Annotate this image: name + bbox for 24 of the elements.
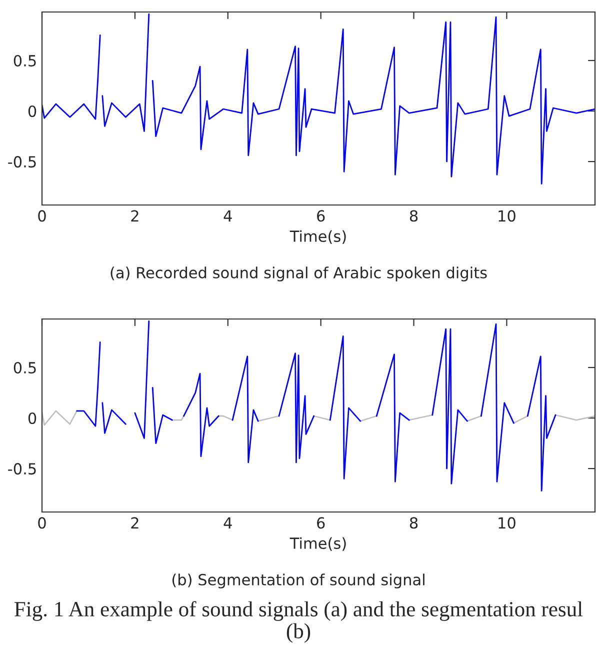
x-tick-label: 10 [498, 210, 516, 222]
x-tick-label: 6 [317, 210, 325, 222]
y-tick-label: 0 [28, 105, 36, 118]
text: (b) Segmentation of sound signal [172, 574, 424, 588]
y-tick-label: 0.5 [14, 54, 36, 67]
x-tick-label: 4 [224, 210, 232, 222]
x-tick-label: 10 [498, 517, 516, 529]
y-tick-label: 0 [28, 412, 36, 424]
x-tick-label: 4 [224, 517, 232, 528]
x-tick-label: 6 [317, 517, 325, 529]
caption: Fig. 1 An example of sound signals (a) and the segmentation resul [14, 601, 583, 621]
y-tick-label: 0.5 [14, 362, 36, 374]
x-axis-title: Time(s) [290, 537, 346, 551]
x-tick-label: 0 [38, 210, 46, 222]
x-tick-label: 0 [38, 517, 46, 529]
x-axis-title: Time(s) [290, 230, 346, 244]
x-tick-label: 2 [131, 517, 138, 528]
text: (a) Recorded sound signal of Arabic spoken digits [110, 266, 487, 282]
y-tick-label: -0.5 [8, 156, 36, 168]
x-tick-label: 8 [410, 210, 418, 222]
x-tick-label: 8 [410, 517, 418, 529]
y-tick-label: -0.5 [8, 463, 36, 475]
x-tick-label: 2 [131, 210, 138, 222]
text: (b) [286, 623, 310, 643]
